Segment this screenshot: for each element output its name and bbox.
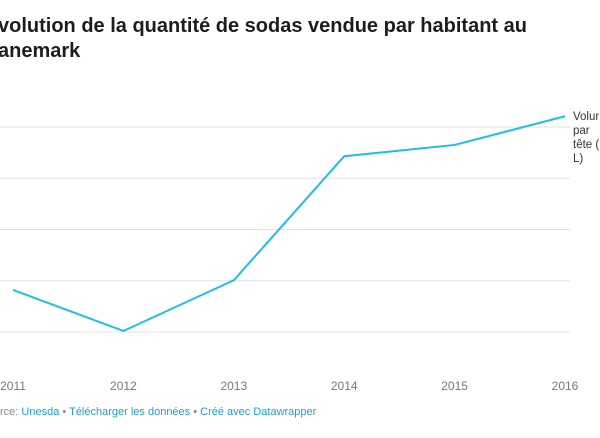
series-line <box>12 115 566 333</box>
x-tick-label: 2015 <box>441 379 468 393</box>
x-tick-label: 2016 <box>552 379 579 393</box>
series-label: Volur par tête ( L) <box>573 110 600 166</box>
x-tick-label: 2012 <box>110 379 137 393</box>
x-tick-label: 2011 <box>0 379 26 393</box>
source-prefix: rce: <box>0 406 22 418</box>
download-link[interactable]: Télécharger les données <box>69 406 191 418</box>
separator: • <box>59 406 70 418</box>
datawrapper-link[interactable]: Créé avec Datawrapper <box>200 406 317 418</box>
x-tick-label: 2013 <box>220 379 247 393</box>
separator: • <box>190 406 201 418</box>
source-link[interactable]: Unesda <box>21 406 60 418</box>
footer: rce: Unesda • Télécharger les données • … <box>0 406 316 418</box>
chart-title: volution de la quantité de sodas vendue … <box>0 15 527 62</box>
x-tick-label: 2014 <box>331 379 358 393</box>
series-label-line: par <box>573 125 590 137</box>
series-label-line: L) <box>573 153 584 165</box>
series-label-line: Volur <box>573 111 600 123</box>
series-label-line: tête ( <box>573 139 600 151</box>
